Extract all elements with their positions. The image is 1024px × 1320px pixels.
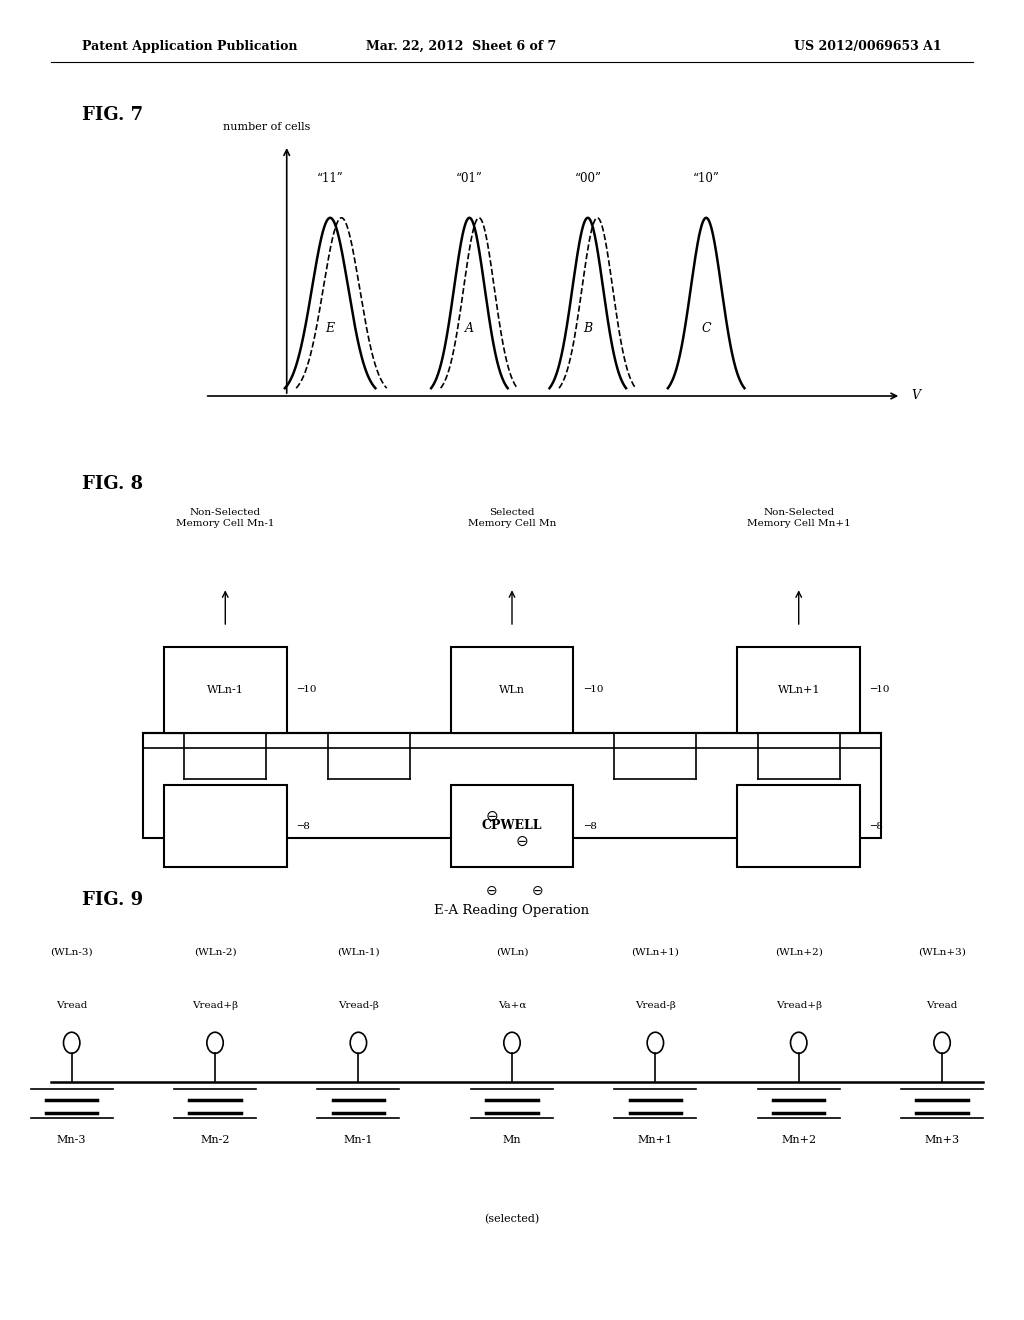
Text: US 2012/0069653 A1: US 2012/0069653 A1 <box>795 40 942 53</box>
Text: Non-Selected
Memory Cell Mn-1: Non-Selected Memory Cell Mn-1 <box>176 508 274 528</box>
Text: ─10: ─10 <box>297 685 316 694</box>
Text: number of cells: number of cells <box>222 121 310 132</box>
Text: Va+α: Va+α <box>498 1001 526 1010</box>
Text: WLn: WLn <box>499 685 525 694</box>
Text: (selected): (selected) <box>484 1214 540 1225</box>
Text: Vread: Vread <box>781 660 816 673</box>
Text: Mn-3: Mn-3 <box>57 1135 86 1146</box>
Text: ─8: ─8 <box>297 822 310 830</box>
FancyBboxPatch shape <box>143 733 881 838</box>
Text: ─10: ─10 <box>584 685 603 694</box>
Text: (WLn-1): (WLn-1) <box>337 948 380 957</box>
Text: FIG. 9: FIG. 9 <box>82 891 143 909</box>
Text: E-A Reading Operation: E-A Reading Operation <box>434 904 590 917</box>
Text: Mar. 22, 2012  Sheet 6 of 7: Mar. 22, 2012 Sheet 6 of 7 <box>366 40 556 53</box>
Text: Vread-β: Vread-β <box>338 1001 379 1010</box>
FancyBboxPatch shape <box>758 733 840 792</box>
Text: Vread: Vread <box>927 1001 957 1010</box>
Text: Mn+3: Mn+3 <box>925 1135 959 1146</box>
Text: ─8: ─8 <box>584 822 597 830</box>
Text: (WLn+3): (WLn+3) <box>919 948 966 957</box>
Text: (WLn-3): (WLn-3) <box>50 948 93 957</box>
FancyBboxPatch shape <box>451 785 573 867</box>
Text: “00”: “00” <box>574 172 601 185</box>
Text: Mn+1: Mn+1 <box>638 1135 673 1146</box>
FancyBboxPatch shape <box>614 733 696 792</box>
Text: Vread: Vread <box>56 1001 87 1010</box>
Text: WLn+1: WLn+1 <box>777 685 820 694</box>
Text: Mn: Mn <box>503 1135 521 1146</box>
Text: ─8: ─8 <box>870 822 884 830</box>
Text: (WLn-2): (WLn-2) <box>194 948 237 957</box>
Text: E: E <box>326 322 335 335</box>
Text: FIG. 7: FIG. 7 <box>82 106 143 124</box>
Text: ⊖: ⊖ <box>485 809 498 824</box>
Text: (WLn): (WLn) <box>496 948 528 957</box>
Text: Non-Selected
Memory Cell Mn+1: Non-Selected Memory Cell Mn+1 <box>746 508 851 528</box>
FancyBboxPatch shape <box>451 647 573 733</box>
Text: Selected
Memory Cell Mn: Selected Memory Cell Mn <box>468 508 556 528</box>
Text: A: A <box>465 322 474 335</box>
Text: Mn-1: Mn-1 <box>344 1135 373 1146</box>
FancyBboxPatch shape <box>737 785 860 867</box>
Text: ─10: ─10 <box>870 685 890 694</box>
Text: Mn-2: Mn-2 <box>201 1135 229 1146</box>
Text: WLn-1: WLn-1 <box>207 685 244 694</box>
Text: “10”: “10” <box>692 172 720 185</box>
FancyBboxPatch shape <box>164 785 287 867</box>
Text: ⊖: ⊖ <box>485 884 498 899</box>
FancyBboxPatch shape <box>737 647 860 733</box>
Text: ⊖: ⊖ <box>531 884 544 899</box>
Text: C: C <box>701 322 711 335</box>
Text: “11”: “11” <box>316 172 343 185</box>
Text: (WLn+2): (WLn+2) <box>775 948 822 957</box>
Text: CPWELL: CPWELL <box>481 818 543 832</box>
FancyBboxPatch shape <box>328 733 410 792</box>
Text: FIG. 8: FIG. 8 <box>82 475 143 494</box>
Text: V: V <box>911 389 921 403</box>
Text: Vread+β: Vread+β <box>775 1001 822 1010</box>
Text: (WLn+1): (WLn+1) <box>632 948 679 957</box>
Text: Patent Application Publication: Patent Application Publication <box>82 40 297 53</box>
Text: Vread: Vread <box>208 660 243 673</box>
Text: Vread-β: Vread-β <box>635 1001 676 1010</box>
Text: Vread+β: Vread+β <box>191 1001 239 1010</box>
Text: ⊖: ⊖ <box>516 833 528 849</box>
Text: Mn+2: Mn+2 <box>781 1135 816 1146</box>
Text: Va: Va <box>505 660 519 673</box>
FancyBboxPatch shape <box>164 647 287 733</box>
Text: “01”: “01” <box>456 172 483 185</box>
FancyBboxPatch shape <box>184 733 266 792</box>
Text: B: B <box>584 322 592 335</box>
